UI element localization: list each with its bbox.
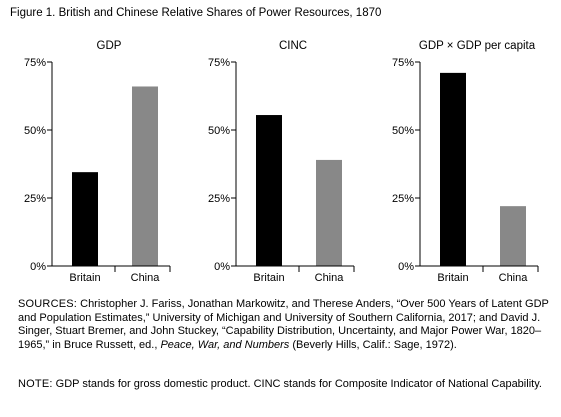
y-tick-label: 25% [24, 193, 46, 205]
chart-panel-3: GDP × GDP per capita 0% 25% 50% 75% Britain Ch… [392, 40, 539, 284]
chart-title: CINC [279, 40, 307, 52]
sources-label: SOURCES: [18, 298, 78, 310]
y-tick-label: 0% [398, 261, 414, 273]
figure-title: Figure 1. British and Chinese Relative S… [10, 7, 382, 19]
sources-italic-title: Peace, War, and Numbers [160, 338, 290, 351]
x-tick-label: China [499, 272, 529, 284]
chart-title: GDP × GDP per capita [419, 40, 536, 52]
y-tick-label: 50% [24, 125, 46, 137]
x-tick-label: Britain [437, 272, 468, 284]
chart-title: GDP [97, 40, 122, 52]
chart-panel-2: CINC 0% 25% 50% 75% Britain China [208, 40, 355, 284]
x-tick-label: Britain [253, 272, 284, 284]
bar-britain [256, 115, 282, 266]
y-tick-label: 75% [24, 57, 46, 69]
bar-china [500, 206, 526, 266]
sources-text-2: (Beverly Hills, Calif.: Sage, 1972). [289, 338, 457, 351]
x-tick-label: China [315, 272, 345, 284]
bar-britain [72, 172, 98, 266]
y-tick-label: 0% [214, 261, 230, 273]
y-tick-label: 75% [392, 57, 414, 69]
y-tick-label: 0% [30, 261, 46, 273]
chart-panel-1: GDP 0% 25% 50% 75% Britain China [24, 40, 171, 284]
y-tick-label: 75% [208, 57, 230, 69]
note-label: NOTE: [18, 378, 53, 390]
note-text: GDP stands for gross domestic product. C… [52, 378, 542, 390]
y-tick-label: 50% [392, 125, 414, 137]
x-tick-label: China [131, 272, 161, 284]
charts-area: GDP 0% 25% 50% 75% Britain China CINC 0% 25% 50% 75… [24, 40, 539, 284]
sources-note: SOURCES: Christopher J. Fariss, Jonathan… [18, 298, 550, 352]
definitions-note: NOTE: GDP stands for gross domestic prod… [18, 378, 550, 392]
bar-china [316, 159, 342, 266]
y-tick-label: 25% [208, 193, 230, 205]
bar-britain [440, 72, 466, 266]
y-tick-label: 25% [392, 193, 414, 205]
sources-text-1: Christopher J. Fariss, Jonathan Markowit… [18, 298, 549, 351]
bar-china [132, 86, 158, 266]
y-tick-label: 50% [208, 125, 230, 137]
x-tick-label: Britain [69, 272, 100, 284]
